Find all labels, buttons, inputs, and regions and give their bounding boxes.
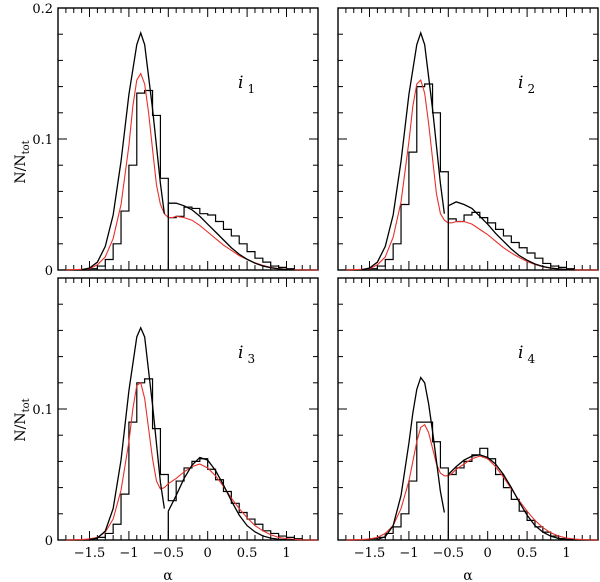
y-tick-label: 0.2 <box>32 2 53 17</box>
panel-label-subscript: 1 <box>247 82 255 96</box>
y-axis-title-subscript: tot <box>21 398 32 412</box>
gaussian-right <box>448 201 575 271</box>
plot-frame <box>57 7 319 271</box>
y-tick-label: 0.1 <box>32 403 53 418</box>
gaussian-right <box>167 456 295 541</box>
panel-label-main: i <box>518 343 523 363</box>
x-tick-label: 0 <box>484 546 492 561</box>
gaussian-left <box>377 376 446 541</box>
plot-frame <box>57 277 319 541</box>
gaussian-right <box>447 454 575 541</box>
panel-label-subscript: 2 <box>527 82 535 96</box>
histogram <box>65 378 318 541</box>
panel-label-subscript: 3 <box>247 352 255 366</box>
gaussian-left <box>361 30 446 271</box>
panel-3: 0 0.1 −1.5 −1 −0.5 0 0.5 1 i 3 <box>32 277 319 561</box>
y-axis-title-subscript: tot <box>21 140 32 154</box>
panel-label-subscript: 4 <box>527 352 535 366</box>
x-tick-label: 1 <box>282 546 290 561</box>
gaussian-right <box>168 202 295 271</box>
y-axis-title-bottom: N/Ntot <box>13 398 32 441</box>
plot-frame <box>337 7 599 271</box>
x-tick-label: 0.5 <box>517 546 538 561</box>
smoothed-curve <box>65 381 318 541</box>
histogram <box>345 83 598 271</box>
smoothed-curve <box>345 79 598 271</box>
x-tick-label: 0.5 <box>237 546 258 561</box>
gaussian-left <box>81 30 166 271</box>
x-tick-label: −0.5 <box>153 546 185 561</box>
y-tick-label: 0.1 <box>32 133 53 148</box>
x-tick-label: 1 <box>562 546 570 561</box>
x-axis-title-right: α <box>463 568 473 582</box>
y-axis-title-main: N/N <box>13 412 29 441</box>
y-axis-title-top: N/Ntot <box>13 140 32 183</box>
histogram <box>65 89 318 271</box>
x-axis-title-left: α <box>163 568 173 582</box>
plot-frame <box>337 277 599 541</box>
x-tick-label: −1.5 <box>74 546 106 561</box>
panel-label-main: i <box>238 343 243 363</box>
x-tick-label: −1.5 <box>354 546 386 561</box>
panel-4: −1.5 −1 −0.5 0 0.5 1 i 4 <box>337 277 599 561</box>
x-tick-label: −1 <box>399 546 418 561</box>
panel-label-main: i <box>518 73 523 93</box>
y-tick-label: 0 <box>45 534 53 549</box>
y-axis-title-main: N/N <box>13 154 29 183</box>
x-tick-label: −1 <box>119 546 138 561</box>
x-tick-label: −0.5 <box>433 546 465 561</box>
histogram <box>345 421 598 541</box>
panel-label-main: i <box>238 73 243 93</box>
x-tick-label: 0 <box>204 546 212 561</box>
gaussian-left <box>89 326 166 541</box>
panel-1: 0 0.1 0.2 i 1 <box>32 2 319 279</box>
panels: 00.10.2i 1 i 200.1−1.5 −1 −0.5 0 0.5 1i 3−1.5 −1 −0… <box>32 2 599 561</box>
y-tick-label: 0 <box>45 264 53 279</box>
smoothed-curve <box>345 423 599 541</box>
smoothed-curve <box>65 72 318 271</box>
